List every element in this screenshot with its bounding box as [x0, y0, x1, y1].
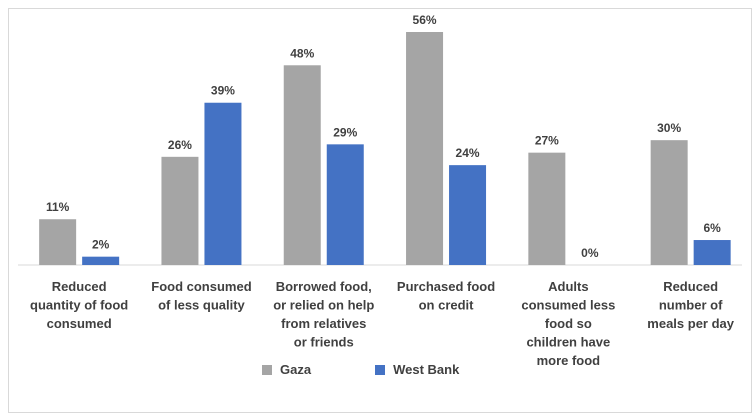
data-label-west-bank-2: 29%	[333, 125, 357, 139]
data-label-west-bank-4: 0%	[581, 246, 599, 260]
legend-item-gaza: Gaza	[262, 362, 311, 377]
bar-gaza-5	[650, 140, 688, 265]
legend-item-west-bank: West Bank	[375, 362, 459, 377]
category-label-line: food so	[545, 316, 592, 331]
category-label-line: children have	[526, 335, 610, 350]
bar-gaza-2	[283, 65, 321, 266]
category-label-line: consumed less	[521, 298, 615, 313]
bar-gaza-4	[528, 152, 566, 265]
bar-west-bank-2	[326, 144, 364, 265]
data-label-west-bank-5: 6%	[703, 221, 721, 235]
category-label-0: Reduced quantity of food consumed	[30, 279, 128, 331]
category-label-4: Adults consumed less food so children have m…	[521, 279, 615, 368]
category-label-line: number of	[659, 298, 723, 313]
category-label-line: Adults	[548, 279, 588, 294]
bars-group	[39, 32, 731, 266]
category-labels-group: Reduced quantity of food consumed Food cons…	[30, 279, 735, 368]
data-label-west-bank-1: 39%	[211, 84, 235, 98]
category-label-line: consumed	[47, 316, 112, 331]
category-label-line: Borrowed food,	[276, 279, 372, 294]
category-label-line: of less quality	[158, 298, 245, 313]
legend-swatch-west-bank	[375, 364, 386, 375]
data-labels-group: 11% 2% 26% 39% 48% 29% 56% 24% 27% 0% 30% 6%	[46, 13, 721, 260]
category-label-line: Purchased food	[397, 279, 495, 294]
category-label-line: meals per day	[647, 316, 734, 331]
data-label-gaza-4: 27%	[535, 134, 559, 148]
data-label-gaza-0: 11%	[46, 200, 70, 214]
data-label-gaza-3: 56%	[413, 13, 437, 27]
category-label-1: Food consumed of less quality	[151, 279, 251, 313]
category-label-line: or friends	[294, 335, 354, 350]
category-label-line: Food consumed	[151, 279, 251, 294]
category-label-line: more food	[537, 353, 601, 368]
bar-west-bank-1	[204, 102, 242, 265]
data-label-west-bank-3: 24%	[456, 146, 480, 160]
category-label-line: or relied on help	[273, 298, 374, 313]
category-label-line: Reduced	[52, 279, 107, 294]
legend: Gaza West Bank	[262, 362, 459, 377]
category-label-5: Reduced number of meals per day	[647, 279, 734, 331]
data-label-gaza-5: 30%	[657, 121, 681, 135]
data-label-gaza-1: 26%	[168, 138, 192, 152]
bar-west-bank-3	[449, 165, 487, 265]
legend-label-gaza: Gaza	[280, 362, 312, 377]
bar-gaza-0	[39, 219, 77, 265]
legend-label-west-bank: West Bank	[393, 362, 460, 377]
bar-gaza-3	[406, 32, 444, 265]
category-label-2: Borrowed food, or relied on help from rela…	[273, 279, 374, 350]
category-label-line: on credit	[419, 298, 475, 313]
category-label-line: from relatives	[281, 316, 366, 331]
category-label-3: Purchased food on credit	[397, 279, 495, 313]
bar-west-bank-5	[693, 240, 731, 265]
chart-frame	[8, 8, 752, 413]
data-label-gaza-2: 48%	[290, 46, 314, 60]
bar-west-bank-0	[82, 256, 120, 265]
category-label-line: Reduced	[663, 279, 718, 294]
category-label-line: quantity of food	[30, 298, 128, 313]
data-label-west-bank-0: 2%	[92, 238, 110, 252]
legend-swatch-gaza	[262, 364, 272, 375]
bar-gaza-1	[161, 156, 199, 265]
